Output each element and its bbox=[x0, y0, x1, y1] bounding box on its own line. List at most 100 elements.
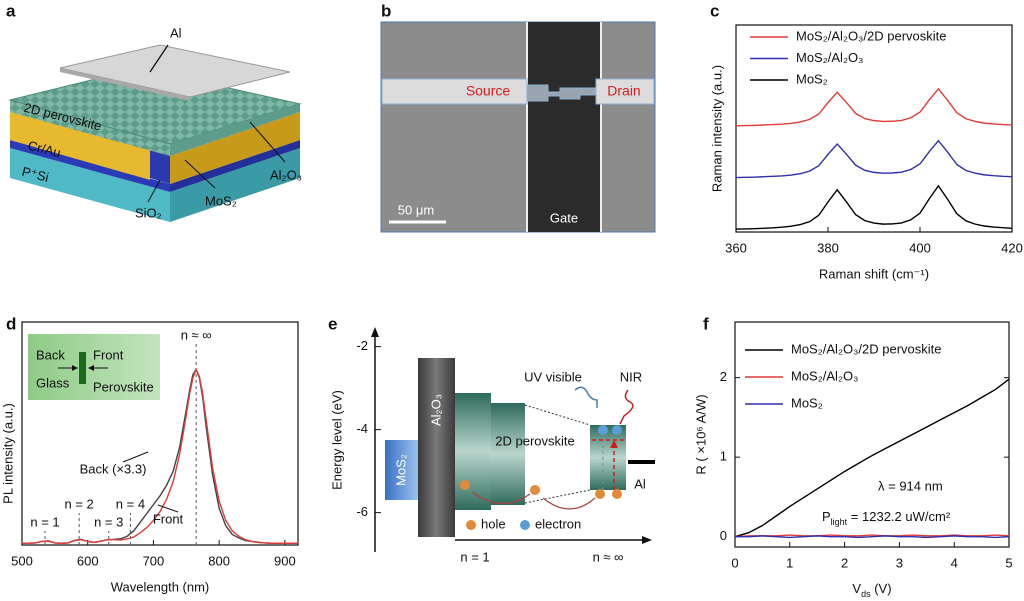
series-pointer bbox=[157, 504, 179, 513]
panel-label: c bbox=[710, 1, 719, 20]
arrow bbox=[149, 44, 169, 73]
hole bbox=[595, 489, 605, 499]
marker-label: n ≈ ∞ bbox=[181, 327, 212, 342]
legend-label: MoS₂/Al₂O₃ bbox=[796, 50, 863, 65]
hole bbox=[460, 480, 470, 490]
series-label: Front bbox=[153, 511, 184, 526]
label: 2D perovskite bbox=[495, 433, 574, 448]
y-axis-label: Raman intensity (a.u.) bbox=[709, 65, 724, 192]
mos2-level bbox=[385, 440, 418, 500]
perovskite-front bbox=[10, 100, 170, 156]
panel-label: b bbox=[381, 1, 391, 20]
perovskite-level bbox=[491, 403, 525, 505]
nir-ray bbox=[619, 389, 634, 425]
marker-label: n = 2 bbox=[65, 496, 94, 511]
text-part: = 1232.2 uW/cm² bbox=[847, 509, 951, 524]
label: Al bbox=[170, 25, 182, 40]
x-tick-label: 360 bbox=[725, 240, 747, 255]
arrow bbox=[184, 159, 216, 189]
subscript: light bbox=[831, 517, 848, 527]
gate-strip bbox=[527, 22, 601, 232]
y-tick-label: -2 bbox=[356, 338, 368, 353]
sio2-front bbox=[10, 140, 170, 192]
channel bbox=[526, 84, 596, 102]
label: SiO₂ bbox=[135, 205, 162, 220]
al-edge bbox=[60, 68, 190, 101]
panel-a: a Al 2D perovskite Cr/Au P⁺Si SiO₂ MoS₂ … bbox=[6, 1, 302, 222]
label: 50 μm bbox=[398, 202, 434, 217]
electron bbox=[598, 425, 608, 435]
x-tick-label: 2 bbox=[841, 555, 848, 570]
series-line bbox=[22, 367, 298, 544]
panel-label: f bbox=[703, 314, 709, 333]
uv-ray bbox=[574, 386, 598, 408]
x-axis-label: Raman shift (cm⁻¹) bbox=[819, 266, 929, 281]
arrow-head bbox=[371, 327, 379, 337]
y-axis-label: PL intensity (a.u.) bbox=[0, 403, 15, 504]
series-line bbox=[734, 378, 1010, 538]
hole bbox=[530, 485, 540, 495]
electron bbox=[612, 425, 622, 435]
guide bbox=[524, 489, 591, 504]
channel bbox=[150, 150, 170, 184]
label: Source bbox=[466, 83, 511, 99]
label: NIR bbox=[620, 369, 642, 384]
x-tick-label: 380 bbox=[817, 240, 839, 255]
drain-electrode bbox=[595, 78, 655, 105]
marker-label: n = 4 bbox=[116, 496, 145, 511]
legend-label: MoS₂/Al₂O₃/2D pervoskite bbox=[791, 341, 942, 356]
hole-key bbox=[466, 520, 476, 530]
y-tick-label: 0 bbox=[720, 528, 727, 543]
label: Drain bbox=[607, 83, 640, 99]
hole bbox=[612, 489, 622, 499]
label: n ≈ ∞ bbox=[593, 549, 624, 564]
series-line bbox=[735, 87, 1013, 127]
panel-e: e Energy level (eV) MoS₂ Al₂O₃ 2D perovs… bbox=[328, 314, 655, 564]
perovskite-side bbox=[170, 104, 300, 156]
arrow-head bbox=[88, 365, 94, 371]
legend-label: MoS₂ bbox=[791, 395, 823, 410]
subscript: ds bbox=[861, 589, 871, 599]
marker-label: n = 1 bbox=[30, 514, 59, 529]
panel-label: a bbox=[6, 1, 16, 20]
guide bbox=[524, 404, 591, 426]
series-pointer bbox=[122, 451, 149, 463]
series-line bbox=[734, 534, 1010, 538]
y-tick-label: -6 bbox=[356, 504, 368, 519]
label: n = 1 bbox=[460, 549, 489, 564]
y-tick-label: 1 bbox=[720, 449, 727, 464]
plot-frame bbox=[21, 321, 299, 546]
label: Al₂O₃ bbox=[428, 394, 443, 426]
x-tick-label: 4 bbox=[951, 555, 958, 570]
legend-label: MoS₂/Al₂O₃ bbox=[791, 368, 858, 383]
legend-label: MoS₂/Al₂O₃/2D pervoskite bbox=[796, 28, 947, 43]
label: MoS₂ bbox=[205, 193, 237, 208]
x-tick-label: 700 bbox=[143, 553, 165, 568]
label: P⁺Si bbox=[20, 164, 50, 185]
x-axis-label: Vds (V) bbox=[852, 581, 891, 599]
marker-label: n = 3 bbox=[94, 514, 123, 529]
text-part: P bbox=[822, 509, 831, 524]
label: UV visible bbox=[524, 369, 582, 384]
x-tick-label: 0 bbox=[731, 555, 738, 570]
label: Al₂O₃ bbox=[270, 167, 302, 182]
series-line bbox=[735, 139, 1013, 179]
al2o3-level bbox=[418, 358, 455, 537]
electron-key bbox=[520, 520, 530, 530]
text-part: V bbox=[852, 581, 861, 596]
inset-label: Back bbox=[36, 347, 65, 362]
x-tick-label: 900 bbox=[274, 553, 296, 568]
arrow-head bbox=[72, 365, 78, 371]
series-label: Back (×3.3) bbox=[80, 461, 147, 476]
x-tick-label: 600 bbox=[77, 553, 99, 568]
arrow bbox=[249, 121, 286, 163]
arrow-head bbox=[610, 440, 618, 448]
plot-frame bbox=[735, 24, 1013, 233]
annotation: Plight = 1232.2 uW/cm² bbox=[822, 509, 951, 527]
series-line bbox=[735, 535, 1010, 539]
y-tick-label: -4 bbox=[356, 421, 368, 436]
perovskite-level bbox=[590, 425, 626, 490]
arrow bbox=[147, 179, 161, 203]
transfer-arrow bbox=[542, 497, 596, 510]
